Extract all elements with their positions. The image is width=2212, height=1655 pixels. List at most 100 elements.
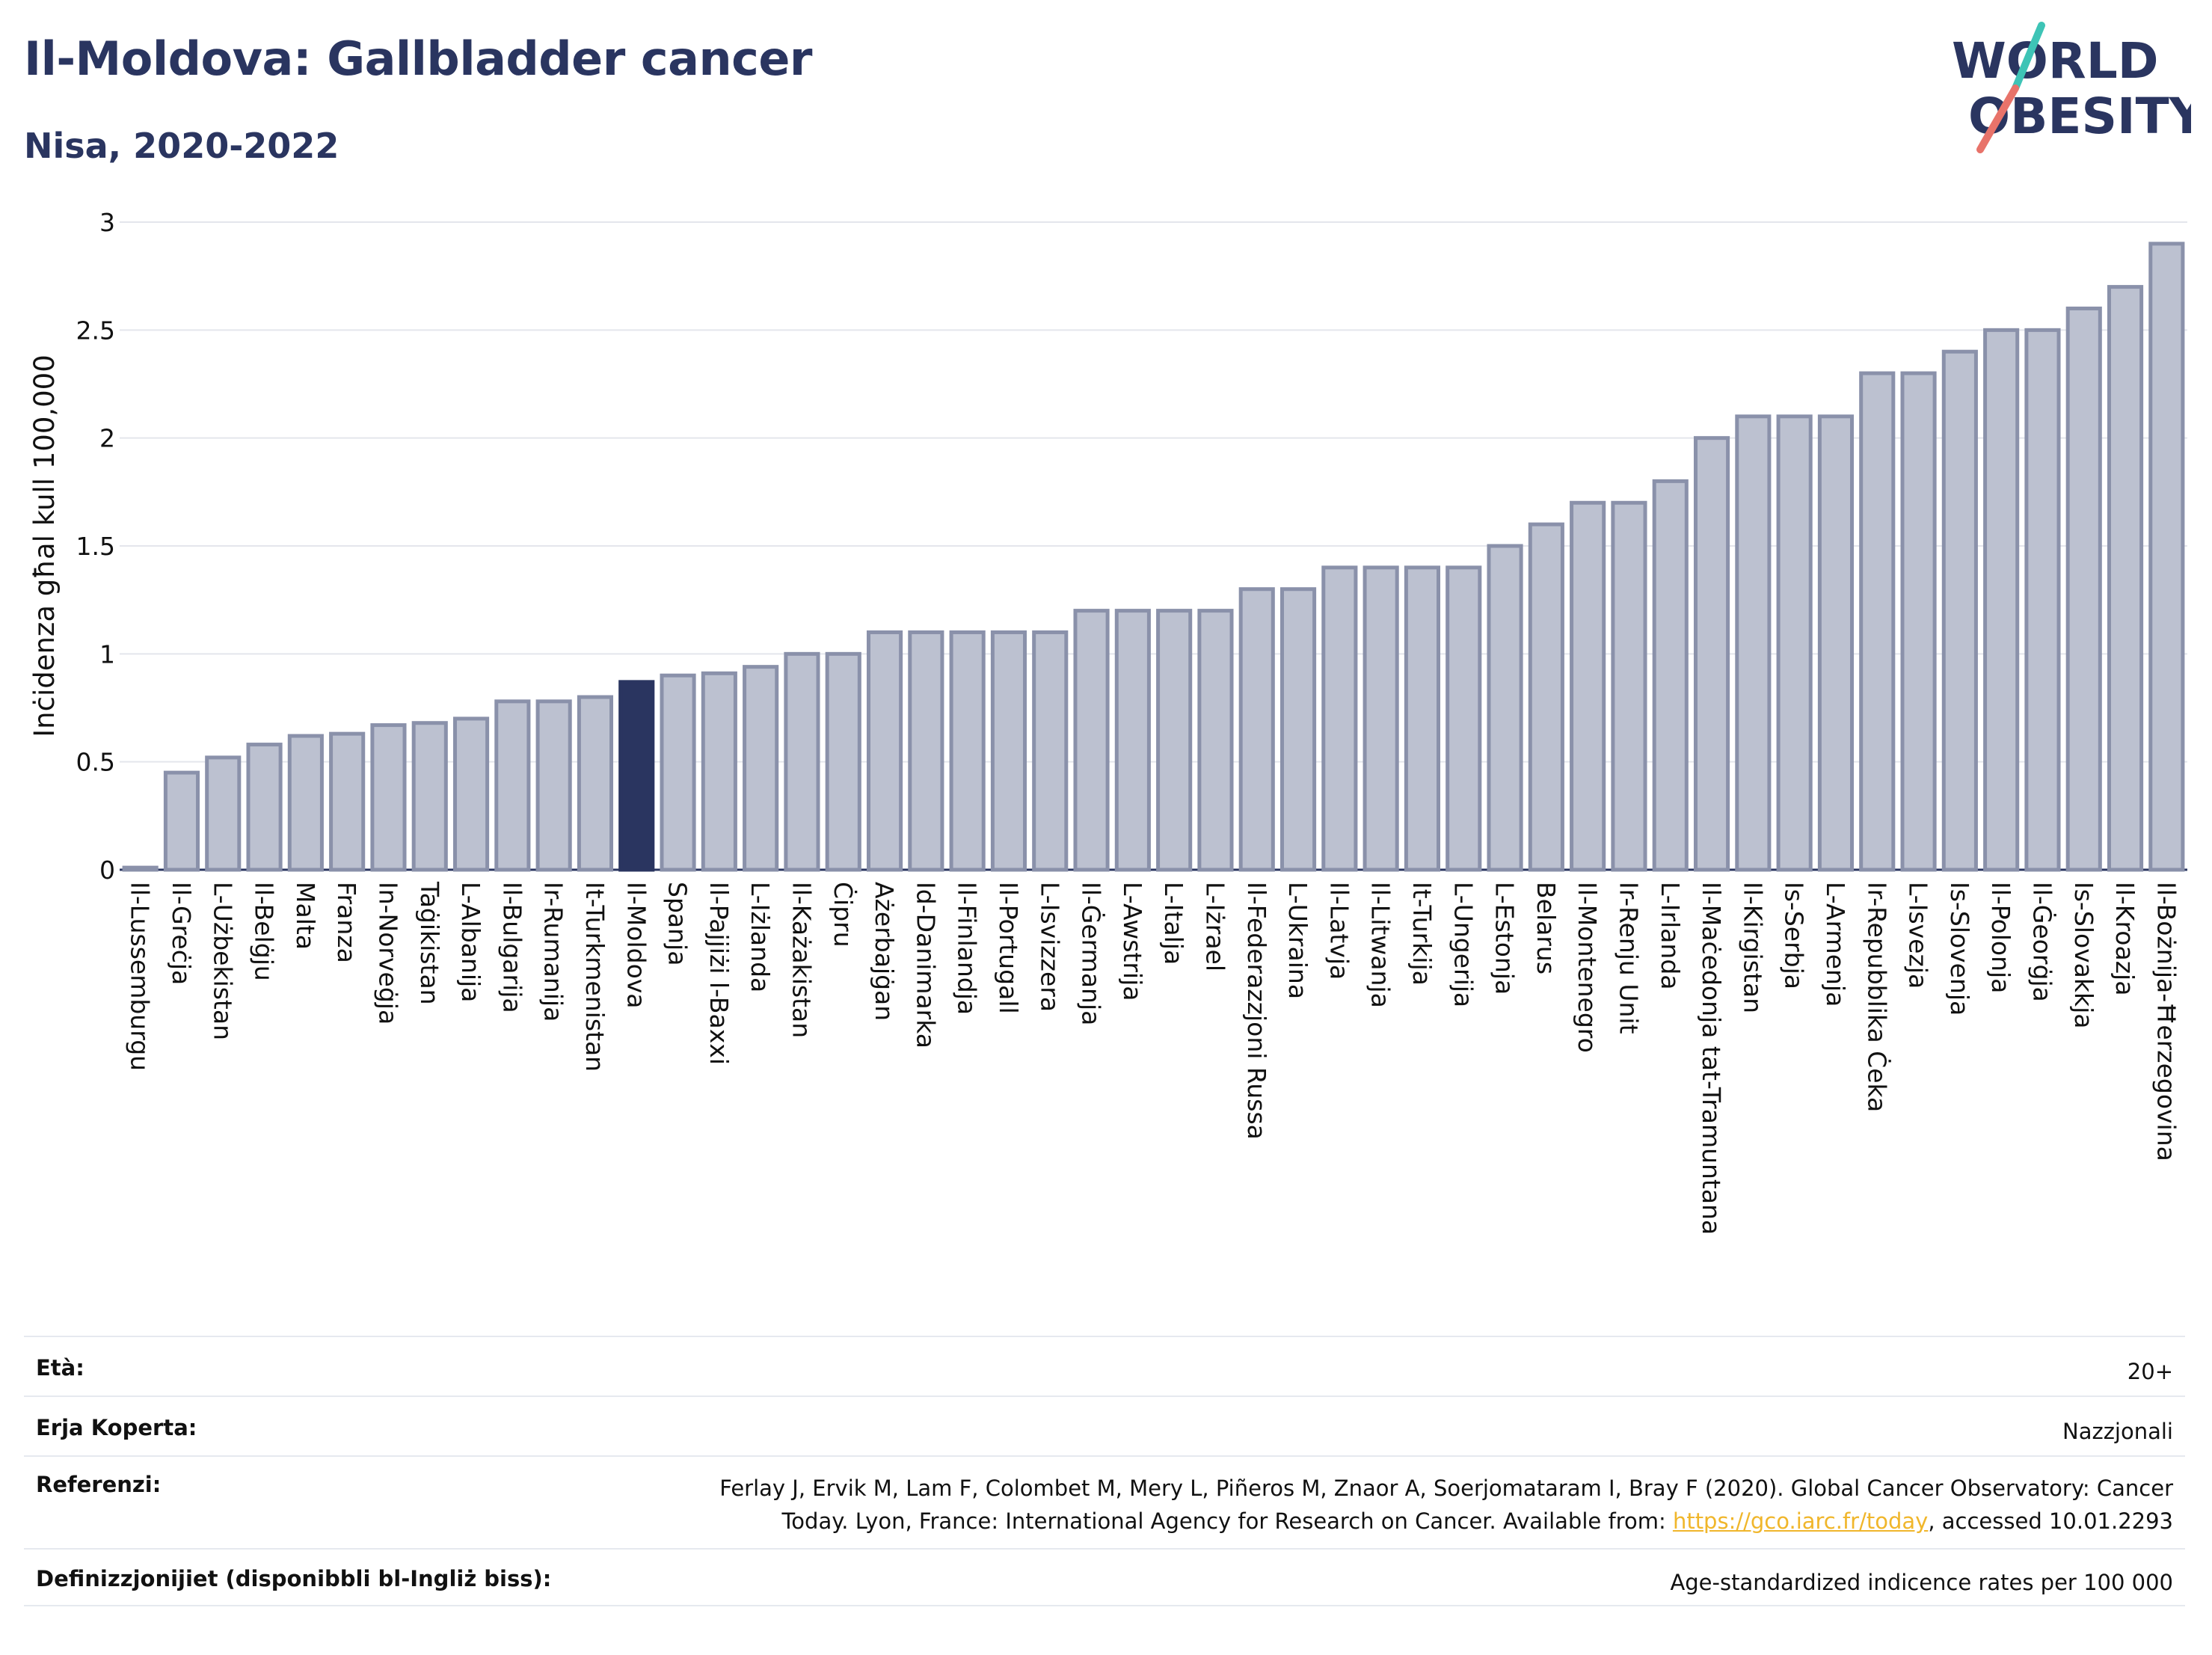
logo-slash-teal [2012,22,2045,92]
bar [2065,306,2102,872]
x-tick-label: L-Estonja [1490,882,1520,995]
bar [1611,500,1647,872]
bar [1859,371,1896,872]
bar [743,665,779,872]
bar [866,630,903,872]
x-tick-label: Il-Każakistan [787,882,816,1038]
x-tick-label: Franza [332,882,361,963]
bar [2148,242,2185,872]
bar [494,699,531,872]
info-row-references: Referenzi: Ferlay J, Ervik M, Lam F, Col… [24,1455,2185,1548]
y-tick-label: 0 [99,856,115,885]
bar [908,630,944,872]
references-line2-after: , accessed 10.01.2293 [1928,1508,2173,1534]
bar [577,695,614,872]
bar [411,721,448,872]
bar [1238,587,1275,872]
bar [1941,349,1978,872]
bar [2024,328,2061,872]
bar [122,865,159,872]
x-tick-label: In-Norveġja [373,882,402,1025]
bar [246,743,283,872]
x-tick-label: L-Awstrija [1118,882,1147,1001]
bar [660,673,696,872]
bar [825,651,861,872]
bar [990,630,1027,872]
bar [1735,414,1772,872]
logo-text-line2: OBESITY [1968,87,2191,145]
info-table: Età: 20+ Erja Koperta: Nazzjonali Refere… [24,1336,2185,1606]
references-line2-before: Today. Lyon, France: International Agenc… [781,1508,1673,1534]
bar [1487,544,1523,872]
bar [1156,609,1193,872]
references-line1: Ferlay J, Ervik M, Lam F, Colombet M, Me… [719,1476,2173,1501]
x-tick-label: Il-Litwanja [1366,882,1395,1008]
x-tick-labels: Il-Lussemburgu Il-Greċja L-Użbekistan Il-Be… [126,881,2181,1235]
bar [1321,565,1358,872]
bar [329,731,366,872]
x-tick-label: Ir-Rumanija [539,882,568,1022]
age-value: 20+ [2127,1359,2173,1384]
info-row-coverage: Erja Koperta: Nazzjonali [24,1395,2185,1455]
x-tick-label: Il-Greċja [167,882,196,985]
x-tick-label: Il-Bulgarija [497,882,526,1013]
x-tick-label: L-Iżrael [1200,882,1229,971]
x-tick-label: Ċipru [829,882,858,948]
x-tick-label: L-Irlanda [1656,882,1685,990]
x-tick-label: Il-Lussemburgu [126,882,155,1071]
bar [452,716,490,872]
y-tick-label: 1 [99,639,115,669]
bar [1528,522,1564,872]
x-tick-label: L-Isvizzera [1035,882,1064,1012]
references-link[interactable]: https://gco.iarc.fr/today [1672,1508,1929,1534]
x-tick-label: Il-Latvja [1324,882,1354,980]
bar-highlighted [618,680,655,872]
info-row-age: Età: 20+ [24,1336,2185,1395]
bar [287,734,324,872]
bar [1404,565,1441,872]
y-tick-label: 3 [99,208,115,237]
bar [1776,414,1813,872]
bar [1073,609,1110,872]
bar [1114,609,1151,872]
y-tick-label: 0.5 [76,748,115,777]
definitions-label: Definizzjonijiet (disponibbli bl-Ingliż … [36,1566,552,1591]
logo-text-line1: WORLD [1952,32,2159,90]
bar-chart: 0 0.5 1 1.5 2 2.5 3 Il-Lussemburgu Il-Greċja L-U… [28,208,2187,1235]
x-tick-label: Id-Danimarka [911,882,940,1048]
coverage-value: Nazzjonali [2062,1419,2173,1444]
x-tick-label: Taġikistan [415,881,444,1005]
bar [1652,479,1689,872]
x-tick-label: Malta [291,882,320,950]
x-tick-label: L-Isvezja [1904,882,1933,989]
x-tick-label: Il-Kirgistan [1738,882,1767,1013]
y-tick-label: 2 [99,424,115,453]
bar [1983,328,2020,872]
x-tick-label: Spanja [663,882,692,965]
x-tick-label: Il-Bożnija-Ħerzegovina [2151,882,2181,1161]
x-tick-label: Il-Finlandja [953,882,982,1015]
bar [1693,436,1730,872]
page-title: Il-Moldova: Gallbladder cancer [24,31,813,86]
x-tick-label: Is-Slovakkja [2069,882,2098,1029]
bar [1446,565,1482,872]
x-tick-label: Il-Moldova [621,882,651,1009]
definitions-value: Age-standardized indicence rates per 100… [1670,1570,2173,1595]
bar [205,755,242,872]
coverage-label: Erja Koperta: [36,1415,197,1440]
info-row-definitions: Definizzjonijiet (disponibbli bl-Ingliż … [24,1548,2185,1606]
bar [1817,414,1855,872]
x-tick-label: Is-Serbja [1780,882,1809,989]
references-label: Referenzi: [36,1472,162,1497]
x-tick-label: It-Turkija [1407,882,1437,986]
bar [1032,630,1069,872]
x-tick-label: Belarus [1531,882,1561,974]
world-obesity-logo: WORLD OBESITY [1952,22,2191,153]
x-tick-label: Il-Belġju [250,882,279,981]
page-subtitle: Nisa, 2020-2022 [24,126,340,166]
bar [1279,587,1317,872]
bar [1362,565,1399,872]
bar [535,699,572,872]
x-tick-label: Il-Kroazja [2110,882,2139,995]
bar [2107,285,2144,872]
